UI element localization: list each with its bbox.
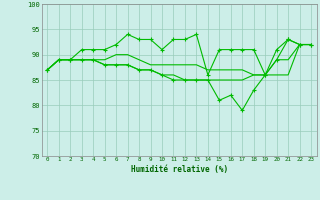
- X-axis label: Humidité relative (%): Humidité relative (%): [131, 165, 228, 174]
